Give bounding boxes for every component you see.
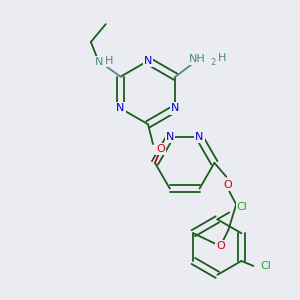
Text: N: N (94, 57, 103, 67)
Text: Cl: Cl (261, 261, 272, 271)
Text: N: N (144, 56, 152, 66)
Text: O: O (157, 144, 165, 154)
Text: H: H (104, 56, 113, 66)
Text: N: N (195, 132, 204, 142)
Text: N: N (116, 103, 125, 113)
Text: H: H (218, 53, 226, 63)
Text: O: O (223, 180, 232, 190)
Text: N: N (166, 132, 174, 142)
Text: 2: 2 (211, 58, 216, 67)
Text: O: O (216, 241, 225, 251)
Text: N: N (171, 103, 180, 113)
Text: NH: NH (189, 54, 206, 64)
Text: Cl: Cl (237, 202, 248, 212)
